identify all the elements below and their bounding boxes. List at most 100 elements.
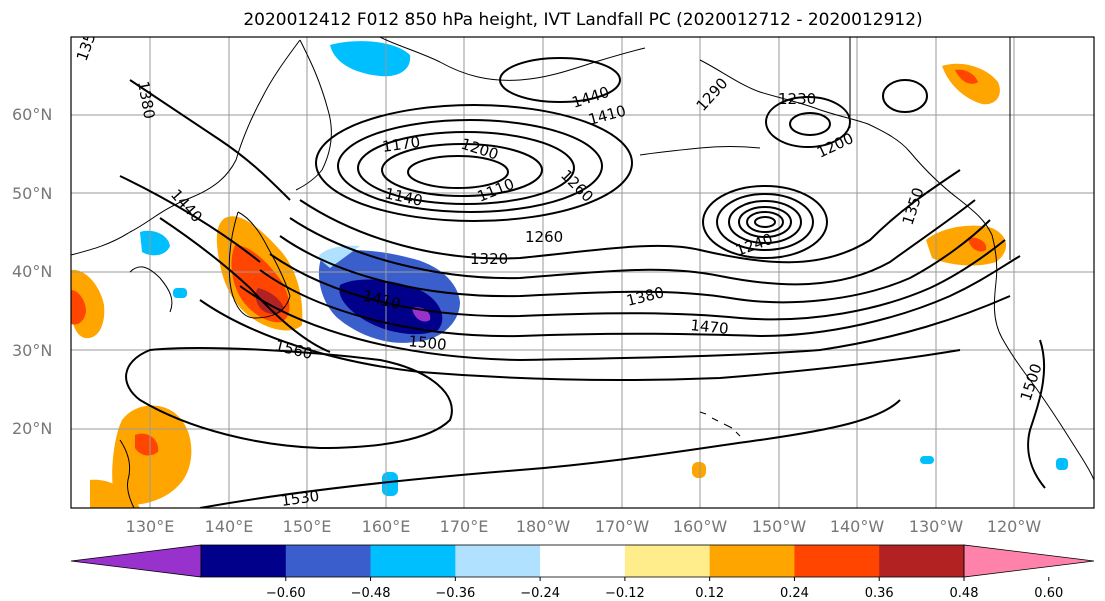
contour-ring	[702, 185, 828, 259]
contour-line	[159, 217, 331, 353]
colorbar-box	[879, 545, 965, 577]
colorbar-box	[455, 545, 541, 577]
colorbar-tick-label: 0.60	[1034, 586, 1063, 601]
contour-ring	[882, 79, 928, 113]
colorbar: −0.60 −0.48 −0.36 −0.24 −0.12 0.12 0.24 0.36 0.4…	[70, 544, 1095, 601]
contour-line	[1027, 339, 1046, 489]
longitude-label: 130°W	[909, 517, 964, 536]
colorbar-box	[794, 545, 880, 577]
longitude-label: 140°E	[205, 517, 254, 536]
longitude-label: 170°E	[440, 517, 489, 536]
contour-ring	[357, 131, 575, 205]
contour-line	[269, 239, 1006, 321]
coastline-hawaii	[699, 411, 741, 437]
latitude-labels: 60°N 50°N 40°N 30°N 20°N	[12, 105, 52, 438]
colorbar-extend-high	[963, 544, 1095, 578]
anomaly-positive-subtropics-core	[135, 433, 159, 456]
colorbar-box	[624, 545, 711, 577]
contour-ring	[716, 193, 814, 251]
contour-line	[279, 219, 991, 304]
anomaly-small-3	[920, 456, 934, 464]
coastline-kamchatka	[295, 39, 332, 191]
colorbar-box	[709, 545, 795, 577]
map-frame	[70, 36, 1095, 509]
longitude-label: 150°E	[283, 517, 332, 536]
contour-line	[289, 199, 976, 286]
colorbar-box	[285, 545, 372, 577]
map-area: 1350 1380 1440 1410 1290 1230 1170 1200 …	[71, 37, 1094, 510]
colorbar-frame	[200, 544, 965, 578]
colorbar-tick-label: 0.48	[950, 586, 979, 601]
contour-line	[119, 175, 261, 263]
colorbar-extend-low	[70, 544, 202, 578]
colorbar-tick-label: 0.12	[695, 586, 724, 601]
latitude-label: 30°N	[12, 341, 52, 360]
contour-line	[125, 347, 453, 450]
colorbar-tick-label: −0.36	[435, 586, 475, 601]
contour-ring	[765, 96, 851, 148]
colorbar-tick-label: −0.12	[605, 586, 645, 601]
contour-line	[199, 299, 961, 381]
latitude-label: 40°N	[12, 262, 52, 281]
longitude-label: 130°E	[126, 517, 175, 536]
colorbar-box	[201, 545, 287, 577]
latitude-label: 20°N	[12, 419, 52, 438]
contour-label: 1470	[690, 316, 730, 338]
longitude-label: 120°W	[987, 517, 1042, 536]
anomaly-positive-alaska	[942, 63, 1000, 105]
coastline-canada-border	[849, 37, 1011, 260]
coastline-asia	[71, 39, 301, 256]
longitude-label: 180°W	[516, 517, 571, 536]
coastline-korea	[129, 266, 173, 313]
coastline-siberia	[379, 37, 646, 81]
coastline-philippines	[119, 439, 135, 508]
coastline-westcoast	[991, 234, 1094, 481]
longitude-label: 170°W	[595, 517, 650, 536]
contour-ring	[315, 104, 633, 222]
coastline-aleutians	[639, 146, 761, 156]
anomaly-negative-northwest	[140, 230, 170, 256]
figure-title: 2020012412 F012 850 hPa height, IVT Land…	[243, 10, 922, 30]
shaded-anomalies	[71, 41, 1068, 508]
coastline-alaska	[699, 59, 993, 236]
latitude-label: 60°N	[12, 105, 52, 124]
anomaly-positive-west-core	[71, 290, 86, 325]
colorbar-tick-label: −0.24	[520, 586, 560, 601]
contour-ring	[738, 206, 792, 238]
contour-ring	[728, 200, 802, 244]
longitude-label: 160°E	[362, 517, 411, 536]
anomaly-negative-north	[330, 41, 411, 77]
contour-label: 1530	[280, 487, 320, 510]
contour-ring	[789, 112, 831, 136]
contour-ring	[407, 155, 509, 189]
anomaly-positive-westcoast-core	[968, 237, 987, 252]
contour-label: 1170	[381, 133, 421, 156]
contour-line	[299, 169, 961, 264]
anomaly-positive-alaska-core	[955, 69, 978, 84]
contour-label: 1500	[408, 332, 448, 354]
colorbar-tick-label: −0.48	[351, 586, 391, 601]
contour-line	[129, 79, 291, 201]
anomaly-negative-pacific-core	[339, 279, 443, 335]
contour-label: 1320	[470, 250, 508, 268]
contour-line	[259, 255, 1021, 338]
contour-label: 1260	[525, 228, 563, 246]
height-contours	[119, 57, 1046, 508]
contour-label: 1230	[778, 90, 816, 108]
anomaly-positive-subtropics	[112, 405, 192, 506]
contour-ring	[746, 211, 784, 233]
colorbar-tick-label: 0.36	[865, 586, 894, 601]
coastlines	[71, 37, 1094, 508]
contour-ring	[381, 143, 543, 197]
graticule	[71, 37, 1094, 508]
latitude-label: 50°N	[12, 184, 52, 203]
contour-line	[239, 285, 1011, 362]
colorbar-tick-label: 0.24	[780, 586, 809, 601]
contour-line	[199, 399, 901, 508]
anomaly-small-1	[382, 472, 398, 496]
colorbar-box	[370, 545, 456, 577]
longitude-label: 140°W	[830, 517, 885, 536]
longitude-label: 160°W	[673, 517, 728, 536]
